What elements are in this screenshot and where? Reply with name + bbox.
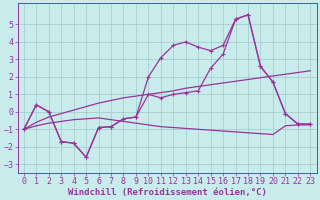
X-axis label: Windchill (Refroidissement éolien,°C): Windchill (Refroidissement éolien,°C) [68, 188, 267, 197]
